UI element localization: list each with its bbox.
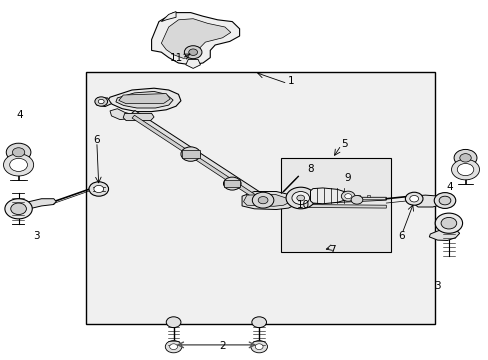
Circle shape bbox=[188, 49, 197, 55]
Circle shape bbox=[89, 182, 108, 196]
Polygon shape bbox=[119, 94, 170, 104]
Text: 4: 4 bbox=[16, 110, 23, 120]
Text: 6: 6 bbox=[93, 135, 100, 145]
Text: 10: 10 bbox=[296, 200, 309, 210]
Bar bbox=[281, 158, 390, 252]
Circle shape bbox=[184, 46, 202, 59]
Polygon shape bbox=[366, 195, 369, 197]
Polygon shape bbox=[310, 188, 349, 204]
Text: 7: 7 bbox=[328, 245, 335, 255]
Polygon shape bbox=[346, 195, 350, 197]
Polygon shape bbox=[293, 204, 386, 208]
Circle shape bbox=[95, 97, 107, 106]
Circle shape bbox=[98, 99, 104, 104]
Circle shape bbox=[341, 191, 354, 201]
Text: 4: 4 bbox=[446, 182, 452, 192]
Polygon shape bbox=[12, 199, 56, 212]
Circle shape bbox=[169, 344, 177, 350]
Circle shape bbox=[5, 199, 32, 219]
Circle shape bbox=[434, 213, 462, 233]
Circle shape bbox=[11, 203, 26, 215]
Polygon shape bbox=[224, 180, 240, 187]
Polygon shape bbox=[95, 98, 111, 107]
Text: 3: 3 bbox=[433, 281, 440, 291]
Polygon shape bbox=[116, 91, 173, 108]
Polygon shape bbox=[298, 195, 301, 197]
Polygon shape bbox=[317, 195, 321, 197]
Circle shape bbox=[350, 195, 362, 204]
Polygon shape bbox=[151, 13, 239, 65]
Circle shape bbox=[344, 194, 351, 199]
Circle shape bbox=[165, 341, 182, 353]
Circle shape bbox=[10, 158, 27, 171]
Circle shape bbox=[456, 163, 473, 176]
Circle shape bbox=[223, 177, 241, 190]
Circle shape bbox=[291, 192, 309, 204]
Circle shape bbox=[440, 217, 456, 229]
Circle shape bbox=[3, 154, 34, 176]
Polygon shape bbox=[337, 195, 340, 197]
Text: 3: 3 bbox=[33, 231, 40, 241]
Circle shape bbox=[438, 196, 450, 205]
Polygon shape bbox=[414, 195, 444, 207]
Polygon shape bbox=[293, 197, 386, 204]
Polygon shape bbox=[123, 113, 154, 121]
Bar bbox=[85, 72, 434, 324]
Text: 1: 1 bbox=[287, 76, 294, 86]
Text: 9: 9 bbox=[343, 173, 350, 183]
Circle shape bbox=[181, 147, 200, 161]
Circle shape bbox=[450, 159, 479, 180]
Circle shape bbox=[12, 148, 25, 157]
Circle shape bbox=[6, 143, 31, 161]
Polygon shape bbox=[129, 111, 259, 196]
Text: 2: 2 bbox=[219, 341, 225, 351]
Text: 5: 5 bbox=[341, 139, 347, 149]
Polygon shape bbox=[161, 19, 230, 58]
Text: 6: 6 bbox=[398, 231, 405, 241]
Polygon shape bbox=[161, 12, 176, 22]
Circle shape bbox=[255, 344, 263, 350]
Text: 8: 8 bbox=[306, 164, 313, 174]
Circle shape bbox=[258, 197, 267, 204]
Circle shape bbox=[405, 192, 422, 205]
Polygon shape bbox=[132, 115, 257, 199]
Polygon shape bbox=[356, 195, 360, 197]
Polygon shape bbox=[110, 109, 132, 120]
Circle shape bbox=[250, 341, 267, 353]
Circle shape bbox=[251, 317, 266, 328]
Circle shape bbox=[453, 149, 476, 166]
Polygon shape bbox=[107, 88, 181, 112]
Circle shape bbox=[252, 192, 273, 208]
Polygon shape bbox=[307, 195, 311, 197]
Polygon shape bbox=[242, 192, 295, 210]
Circle shape bbox=[459, 154, 470, 162]
Polygon shape bbox=[243, 194, 290, 206]
Circle shape bbox=[285, 187, 315, 209]
Circle shape bbox=[409, 195, 418, 202]
Circle shape bbox=[166, 317, 181, 328]
Polygon shape bbox=[327, 195, 330, 197]
Polygon shape bbox=[185, 59, 200, 68]
Circle shape bbox=[433, 193, 455, 208]
Text: 11: 11 bbox=[169, 53, 183, 63]
Polygon shape bbox=[182, 150, 199, 158]
Circle shape bbox=[296, 195, 304, 201]
Polygon shape bbox=[428, 227, 459, 240]
Circle shape bbox=[94, 185, 103, 193]
